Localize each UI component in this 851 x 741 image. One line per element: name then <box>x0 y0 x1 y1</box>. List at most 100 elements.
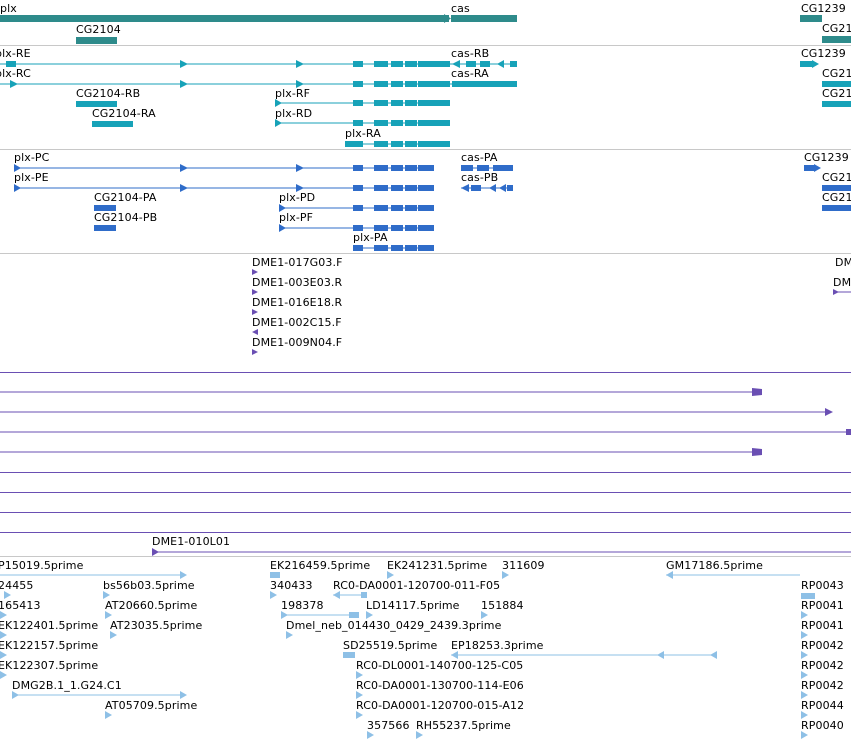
est-dmel-neb[interactable] <box>286 631 300 639</box>
bac-span-9[interactable] <box>0 532 851 533</box>
est-label-at20660: AT20660.5prime <box>105 599 198 612</box>
est-dmg2b[interactable] <box>12 691 190 699</box>
bac-span-6[interactable] <box>0 472 851 473</box>
est-357566[interactable] <box>367 731 381 739</box>
est-198378[interactable] <box>281 611 361 619</box>
est-ek122307[interactable] <box>0 671 14 679</box>
bac-dm-b-arrow[interactable] <box>833 289 851 295</box>
gene-feature-cg1239[interactable] <box>800 15 822 22</box>
protein-plx-pd[interactable] <box>279 203 439 213</box>
est-rp7[interactable] <box>801 711 815 719</box>
est-label-rp5: RP0042 <box>801 659 844 672</box>
transcript-cg2104-rb[interactable] <box>76 101 117 107</box>
gene-feature-cg21-clipped[interactable] <box>822 36 851 43</box>
est-rp5[interactable] <box>801 671 815 679</box>
est-311609[interactable] <box>502 571 522 579</box>
protein-plx-pe[interactable] <box>14 183 444 193</box>
est-ek122157[interactable] <box>0 651 14 659</box>
bac-label-010l01: DME1-010L01 <box>152 535 231 548</box>
bac-010l01-arrow[interactable] <box>152 548 851 556</box>
est-label-rc0-da-011: RC0-DA0001-120700-011-F05 <box>333 579 501 592</box>
gene-feature-cas[interactable] <box>451 15 517 22</box>
bac-span-8[interactable] <box>0 512 851 513</box>
transcript-plx-rd[interactable] <box>275 118 455 128</box>
bac-label-002c15: DME1-002C15.F <box>252 316 342 329</box>
est-label-24455: 24455 <box>0 579 34 592</box>
transcript-label-cg2104-ra: CG2104-RA <box>92 107 156 120</box>
bac-label-017g03: DME1-017G03.F <box>252 256 343 269</box>
est-rc0-da-015[interactable] <box>356 711 370 719</box>
est-rc0-da-114[interactable] <box>356 691 370 699</box>
protein-label-plx-pf: plx-PF <box>279 211 314 224</box>
protein-cg2104-pa[interactable] <box>94 205 116 211</box>
bac-span-5[interactable] <box>0 448 764 456</box>
est-gm17186[interactable] <box>666 571 806 579</box>
est-151884[interactable] <box>481 611 495 619</box>
transcript-plx-re[interactable] <box>0 59 520 69</box>
est-rc0-da-011[interactable] <box>333 591 369 599</box>
est-label-rp4: RP0042 <box>801 639 844 652</box>
est-rp2[interactable] <box>801 611 815 619</box>
est-ek216459[interactable] <box>270 571 290 579</box>
est-label-gm17186: GM17186.5prime <box>666 559 763 572</box>
est-24455[interactable] <box>0 591 14 599</box>
est-at23035[interactable] <box>110 631 124 639</box>
est-340433[interactable] <box>270 591 284 599</box>
est-p15019[interactable] <box>0 571 190 579</box>
est-label-ek122307: EK122307.5prime <box>0 659 99 672</box>
transcript-cg2104-ra[interactable] <box>92 121 133 127</box>
est-at05709[interactable] <box>105 711 119 719</box>
transcript-cg1239-ra[interactable] <box>800 59 851 69</box>
est-rp1[interactable] <box>801 593 815 599</box>
est-ek241231[interactable] <box>387 571 407 579</box>
est-label-bs56b03: bs56b03.5prime <box>103 579 195 592</box>
bac-span-7[interactable] <box>0 492 851 493</box>
transcript-plx-rf[interactable] <box>275 98 455 108</box>
bac-017g03-arrow[interactable] <box>252 269 260 275</box>
transcript-plx-rc[interactable] <box>0 79 520 89</box>
est-rp8[interactable] <box>801 731 815 739</box>
bac-span-3[interactable] <box>0 408 836 416</box>
gene-feature-plx[interactable] <box>0 15 449 22</box>
est-label-rc0-da-114: RC0-DA0001-130700-114-E06 <box>356 679 524 692</box>
transcript-plx-ra[interactable] <box>345 139 455 149</box>
est-label-ek241231: EK241231.5prime <box>387 559 488 572</box>
est-rp6[interactable] <box>801 691 815 699</box>
bac-003e03-arrow[interactable] <box>252 289 260 295</box>
est-ek122401[interactable] <box>0 631 14 639</box>
protein-cg2104-pb[interactable] <box>94 225 116 231</box>
bac-span-2[interactable] <box>0 388 764 396</box>
est-165413[interactable] <box>0 611 14 619</box>
est-rh55237[interactable] <box>416 731 430 739</box>
transcript-cg21-b[interactable] <box>822 101 851 107</box>
protein-cg1239[interactable] <box>804 163 851 173</box>
bac-span-1[interactable] <box>0 372 851 373</box>
est-bs56b03[interactable] <box>103 591 123 599</box>
protein-plx-pf[interactable] <box>279 223 439 233</box>
bac-009n04-arrow[interactable] <box>252 349 260 355</box>
protein-label-cg2104-pa: CG2104-PA <box>94 191 157 204</box>
gene-feature-cg2104[interactable] <box>76 37 117 44</box>
est-at20660[interactable] <box>105 611 125 619</box>
est-rp4[interactable] <box>801 651 815 659</box>
est-rp3[interactable] <box>801 631 815 639</box>
transcript-cg21-a[interactable] <box>822 81 851 87</box>
bac-002c15-arrow[interactable] <box>252 329 260 335</box>
protein-label-cas-pb: cas-PB <box>461 171 499 184</box>
transcript-track-protein: plx-PC cas-PA CG1239 plx-PE <box>0 150 851 254</box>
bac-label-dm-b: DM <box>833 276 851 289</box>
bac-span-4[interactable] <box>0 428 851 436</box>
protein-cg21-a[interactable] <box>822 185 851 191</box>
protein-plx-pa[interactable] <box>353 243 443 253</box>
est-label-at23035: AT23035.5prime <box>110 619 203 632</box>
est-ep18253[interactable] <box>451 651 721 659</box>
protein-label-cas-pa: cas-PA <box>461 151 498 164</box>
bac-016e18-arrow[interactable] <box>252 309 260 315</box>
protein-cg21-b[interactable] <box>822 205 851 211</box>
protein-cas-pa[interactable] <box>461 163 521 173</box>
est-rc0-dl-125[interactable] <box>356 671 370 679</box>
est-ld14117[interactable] <box>366 611 380 619</box>
est-sd25519[interactable] <box>343 651 363 659</box>
protein-cas-pb[interactable] <box>461 183 521 193</box>
protein-plx-pc[interactable] <box>14 163 444 173</box>
